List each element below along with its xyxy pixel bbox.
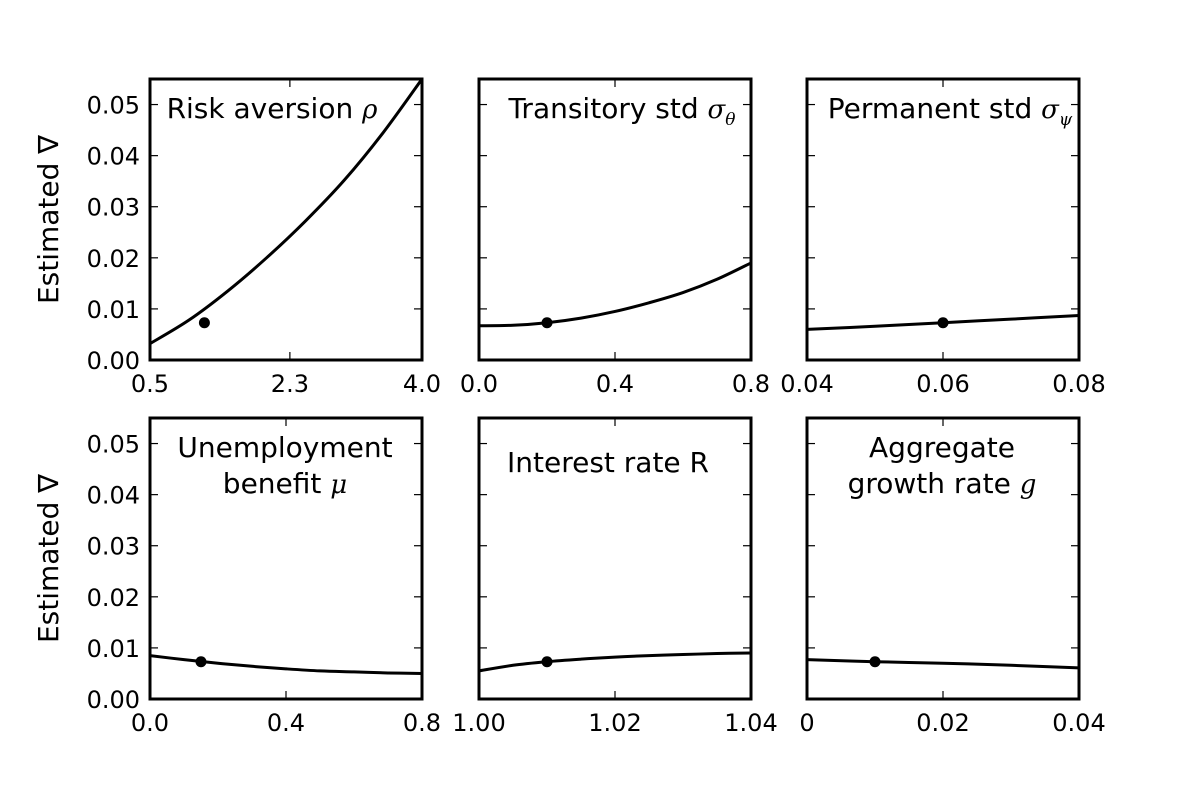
series-line [479,261,751,328]
panel-3: 0.04 0.06 0.08 Permanent std σψ [780,77,1106,398]
panel-1: 0.00 0.01 0.02 0.03 0.04 0.05 0.5 2.3 4.0 Risk av… [32,77,441,398]
title-subscript: θ [725,110,735,130]
y-axis-label: Estimated ∇ [32,474,65,643]
x-tick-label: 0.06 [916,370,969,398]
panel-5: 1.00 1.02 1.04 Interest rate R [452,416,778,737]
y-tick-label: 0.05 [87,92,140,120]
panel-title: Permanent std σψ [828,92,1073,130]
x-tick-label: 0.0 [131,709,169,737]
panel-title: Transitory std σθ [507,92,735,130]
y-tick-label: 0.00 [87,347,140,375]
calibration-point [541,656,553,668]
x-tick-label: 0 [799,709,814,737]
series-line [479,651,751,673]
y-tick-label: 0.02 [87,584,140,612]
y-tick-label: 0.00 [87,686,140,714]
y-tick-label: 0.01 [87,296,140,324]
y-tick-label: 0.03 [87,533,140,561]
y-tick-label: 0.04 [87,143,140,171]
y-tick-label: 0.04 [87,482,140,510]
title-symbol: σ [708,95,727,125]
y-tick-label: 0.05 [87,431,140,459]
y-tick-label: 0.02 [87,245,140,273]
panel-2: 0.0 0.4 0.8 Transitory std σθ [460,77,770,398]
panel-title: Aggregate [869,431,1015,464]
axes-frame [148,77,424,362]
x-tick-label: 1.04 [724,709,777,737]
title-symbol: ρ [361,95,378,125]
x-tick-label: 0.4 [596,370,634,398]
panel-title: Unemployment [177,431,392,464]
calibration-point [198,317,210,329]
x-tick-label: 0.8 [403,709,441,737]
x-tick-label: 1.02 [588,709,641,737]
x-tick-label: 0.0 [460,370,498,398]
panel-title-line2: growth rate g [848,467,1037,500]
series-line [150,79,422,345]
x-tick-label: 0.02 [916,709,969,737]
x-tick-label: 0.04 [1052,709,1105,737]
title-subscript: ψ [1059,110,1073,130]
panel-title: Risk aversion ρ [167,92,379,125]
series-line [807,658,1079,670]
x-tick-label: 0.8 [732,370,770,398]
x-tick-label: 0.08 [1052,370,1105,398]
title-symbol: g [1020,470,1037,500]
x-tick-label: 4.0 [403,370,441,398]
calibration-point [937,317,949,329]
panel-title: Interest rate R [507,446,709,479]
calibration-point [541,317,553,329]
x-tick-label: 1.00 [452,709,505,737]
x-tick-label: 0.4 [267,709,305,737]
y-axis-label: Estimated ∇ [32,135,65,304]
x-tick-label: 0.04 [780,370,833,398]
x-tick-label: 0.5 [131,370,169,398]
y-tick-label: 0.01 [87,635,140,663]
calibration-point [195,656,207,668]
title-symbol: μ [330,470,347,500]
series-line [150,654,422,675]
panel-title-line2: benefit μ [223,467,347,500]
panel-4: 0.00 0.01 0.02 0.03 0.04 0.05 0.0 0.4 0.8 Unemplo… [32,416,441,737]
calibration-point [869,656,881,668]
title-symbol: σ [1041,95,1060,125]
y-tick-label: 0.03 [87,194,140,222]
x-tick-label: 2.3 [271,370,309,398]
